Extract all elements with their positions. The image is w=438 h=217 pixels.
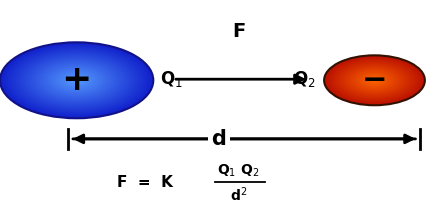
Text: F: F	[232, 22, 245, 41]
Circle shape	[75, 79, 78, 81]
Circle shape	[359, 73, 390, 88]
Circle shape	[29, 57, 124, 104]
Circle shape	[44, 64, 109, 96]
Circle shape	[53, 69, 99, 92]
Circle shape	[361, 74, 388, 87]
Text: d$^2$: d$^2$	[230, 185, 247, 204]
Circle shape	[27, 56, 127, 105]
Circle shape	[371, 79, 378, 82]
Circle shape	[364, 75, 385, 85]
Circle shape	[336, 61, 413, 99]
Circle shape	[73, 78, 81, 82]
Circle shape	[334, 60, 415, 100]
Circle shape	[6, 45, 148, 115]
Circle shape	[67, 76, 86, 85]
Circle shape	[353, 69, 396, 91]
Circle shape	[32, 58, 121, 102]
Circle shape	[343, 64, 406, 96]
Circle shape	[346, 66, 403, 94]
Circle shape	[350, 68, 399, 93]
Circle shape	[60, 72, 94, 89]
Text: d: d	[212, 129, 226, 149]
Circle shape	[368, 77, 381, 84]
Circle shape	[36, 60, 117, 100]
Circle shape	[324, 55, 425, 105]
Circle shape	[38, 61, 115, 99]
Circle shape	[23, 54, 130, 107]
Text: F  =  K: F = K	[117, 175, 173, 190]
Circle shape	[0, 42, 153, 118]
Circle shape	[15, 50, 138, 111]
Circle shape	[52, 68, 102, 93]
Circle shape	[19, 52, 134, 109]
Circle shape	[373, 79, 376, 81]
Circle shape	[339, 63, 410, 98]
Circle shape	[351, 69, 398, 92]
Circle shape	[329, 58, 420, 103]
Circle shape	[25, 55, 128, 106]
Circle shape	[332, 59, 417, 101]
Circle shape	[71, 77, 82, 83]
Circle shape	[46, 65, 107, 95]
Circle shape	[341, 64, 408, 97]
Circle shape	[344, 65, 405, 95]
Circle shape	[63, 74, 90, 87]
Circle shape	[35, 59, 119, 101]
Text: Q$_1$ Q$_2$: Q$_1$ Q$_2$	[217, 162, 260, 179]
Circle shape	[4, 44, 149, 116]
Circle shape	[2, 43, 152, 117]
Circle shape	[326, 56, 423, 104]
Circle shape	[31, 58, 123, 103]
Text: Q$_1$: Q$_1$	[160, 69, 183, 89]
Circle shape	[331, 59, 418, 102]
Circle shape	[40, 62, 113, 98]
Circle shape	[369, 78, 379, 83]
Text: −: −	[362, 66, 387, 95]
Circle shape	[358, 72, 391, 89]
Circle shape	[56, 70, 98, 91]
Circle shape	[338, 62, 411, 99]
Circle shape	[328, 57, 421, 104]
Text: Q$_2$: Q$_2$	[293, 69, 315, 89]
Circle shape	[42, 63, 111, 97]
Circle shape	[10, 47, 144, 113]
Circle shape	[363, 74, 386, 86]
Circle shape	[69, 77, 84, 84]
Circle shape	[57, 71, 96, 90]
Circle shape	[17, 51, 136, 110]
Text: +: +	[61, 63, 92, 97]
Circle shape	[348, 67, 401, 94]
Circle shape	[354, 70, 395, 90]
Circle shape	[14, 49, 140, 112]
Circle shape	[7, 46, 145, 115]
Circle shape	[61, 73, 92, 88]
Circle shape	[21, 53, 132, 108]
Circle shape	[11, 48, 142, 113]
Circle shape	[356, 71, 393, 89]
Circle shape	[48, 66, 106, 95]
Circle shape	[50, 67, 103, 94]
Circle shape	[366, 76, 383, 84]
Circle shape	[65, 75, 88, 86]
